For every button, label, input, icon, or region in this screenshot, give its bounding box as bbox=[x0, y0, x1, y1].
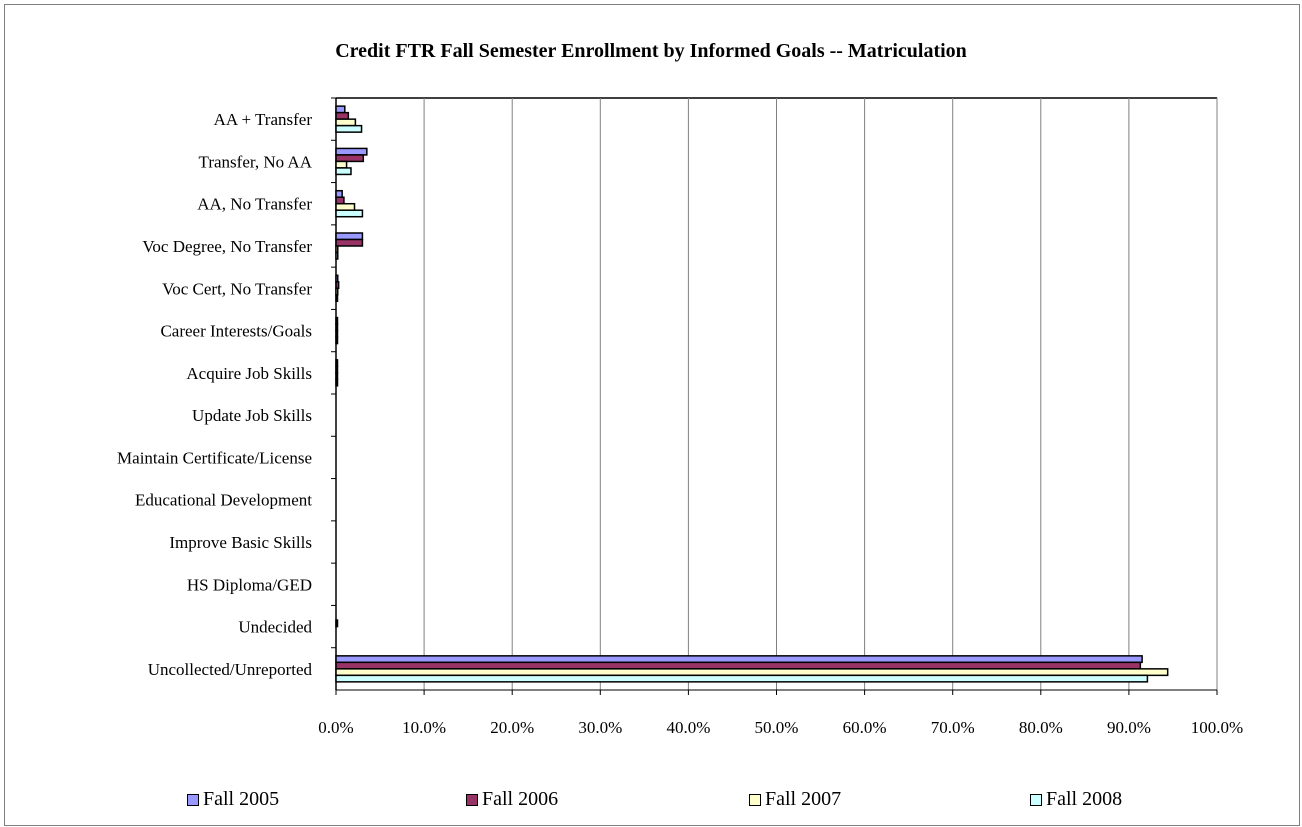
y-tick-label: Educational Development bbox=[135, 491, 312, 510]
bar bbox=[336, 119, 355, 126]
bar bbox=[336, 113, 348, 120]
x-tick-label: 100.0% bbox=[1191, 718, 1243, 737]
x-tick-label: 10.0% bbox=[402, 718, 446, 737]
x-tick-label: 70.0% bbox=[931, 718, 975, 737]
y-tick-label: Maintain Certificate/License bbox=[117, 448, 312, 467]
legend-label: Fall 2008 bbox=[1046, 788, 1122, 811]
y-tick-label: Update Job Skills bbox=[192, 406, 312, 425]
x-tick-label: 0.0% bbox=[318, 718, 353, 737]
legend-item: Fall 2006 bbox=[466, 788, 558, 811]
legend-swatch bbox=[749, 794, 761, 806]
bar bbox=[336, 126, 362, 132]
x-tick-label: 50.0% bbox=[755, 718, 799, 737]
x-tick-label: 90.0% bbox=[1107, 718, 1151, 737]
bar bbox=[336, 155, 363, 162]
bar bbox=[336, 675, 1147, 682]
y-tick-label: Undecided bbox=[238, 618, 312, 637]
bar bbox=[336, 324, 338, 331]
x-tick-label: 80.0% bbox=[1019, 718, 1063, 737]
bar bbox=[336, 233, 362, 240]
bar bbox=[336, 191, 342, 198]
y-tick-label: AA, No Transfer bbox=[197, 195, 312, 214]
bar bbox=[336, 282, 339, 289]
chart-legend: Fall 2005 Fall 2006 Fall 2007 Fall 2008 bbox=[0, 788, 1302, 818]
bar bbox=[336, 669, 1168, 676]
y-tick-label: Improve Basic Skills bbox=[169, 533, 312, 552]
bar bbox=[336, 360, 338, 367]
bar bbox=[336, 366, 338, 373]
x-tick-label: 40.0% bbox=[666, 718, 710, 737]
chart-plot: 0.0% 10.0% 20.0% 30.0% 40.0% 50.0% 60.0% 70.0% 8… bbox=[0, 0, 1302, 790]
bar bbox=[336, 197, 344, 204]
y-tick-label: Uncollected/Unreported bbox=[148, 660, 313, 679]
bar bbox=[336, 373, 338, 380]
legend-swatch bbox=[1030, 794, 1042, 806]
bar bbox=[336, 253, 338, 260]
bar bbox=[336, 662, 1140, 669]
bar bbox=[336, 275, 338, 282]
bar bbox=[336, 246, 338, 253]
bar bbox=[336, 148, 367, 155]
bar bbox=[336, 204, 355, 211]
bar bbox=[336, 106, 345, 113]
y-tick-label: Acquire Job Skills bbox=[186, 364, 312, 383]
x-tick-label: 30.0% bbox=[578, 718, 622, 737]
y-tick-label: Transfer, No AA bbox=[199, 152, 313, 171]
bar bbox=[336, 240, 362, 247]
bar bbox=[336, 331, 338, 338]
legend-label: Fall 2007 bbox=[765, 788, 841, 811]
y-tick-label: Voc Degree, No Transfer bbox=[142, 237, 312, 256]
bar bbox=[336, 379, 338, 386]
legend-item: Fall 2005 bbox=[187, 788, 279, 811]
x-tick-label: 20.0% bbox=[490, 718, 534, 737]
legend-item: Fall 2007 bbox=[749, 788, 841, 811]
x-tick-label: 60.0% bbox=[843, 718, 887, 737]
bar bbox=[336, 168, 351, 175]
legend-label: Fall 2005 bbox=[203, 788, 279, 811]
legend-swatch bbox=[187, 794, 199, 806]
bar bbox=[336, 210, 362, 217]
y-tick-label: Career Interests/Goals bbox=[160, 322, 312, 341]
bar bbox=[336, 295, 338, 302]
bar bbox=[336, 337, 338, 344]
legend-item: Fall 2008 bbox=[1030, 788, 1122, 811]
bar bbox=[336, 656, 1142, 663]
y-tick-label: Voc Cert, No Transfer bbox=[162, 279, 312, 298]
bar bbox=[336, 288, 338, 295]
y-tick-label: HS Diploma/GED bbox=[187, 575, 312, 594]
bar bbox=[336, 620, 338, 627]
bar bbox=[336, 318, 338, 325]
y-tick-label: AA + Transfer bbox=[214, 110, 313, 129]
legend-label: Fall 2006 bbox=[482, 788, 558, 811]
bar bbox=[336, 161, 347, 168]
legend-swatch bbox=[466, 794, 478, 806]
